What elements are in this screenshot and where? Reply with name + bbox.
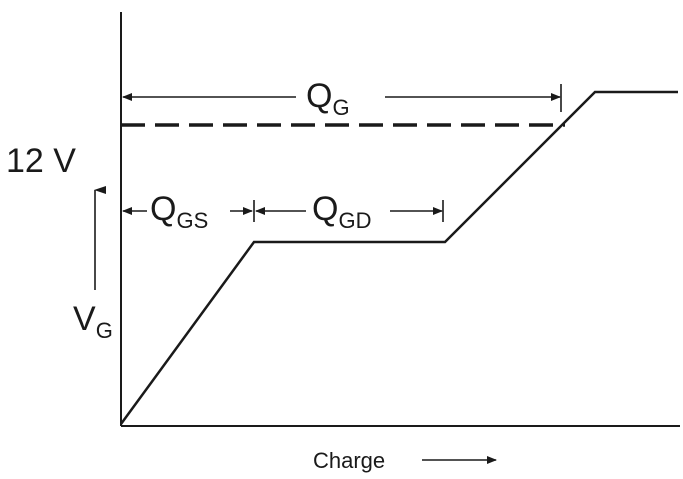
vg-axis-label-sub: G <box>96 318 113 343</box>
vg-axis-label: VG <box>73 300 113 343</box>
qg-label: QG <box>306 77 350 120</box>
voltage-label-12v: 12 V <box>6 142 76 180</box>
qg-label-main: Q <box>306 77 332 115</box>
qg-label-sub: G <box>332 95 349 120</box>
vg-axis-label-main: V <box>73 300 96 338</box>
qgs-label-main: Q <box>150 190 176 228</box>
charge-axis-label: Charge <box>313 448 385 473</box>
qgd-label: QGD <box>312 190 371 233</box>
qgd-label-main: Q <box>312 190 338 228</box>
qgd-label-sub: GD <box>338 208 371 233</box>
qgs-label: QGS <box>150 190 208 233</box>
gate-voltage-curve <box>119 90 678 425</box>
qgs-label-sub: GS <box>176 208 208 233</box>
